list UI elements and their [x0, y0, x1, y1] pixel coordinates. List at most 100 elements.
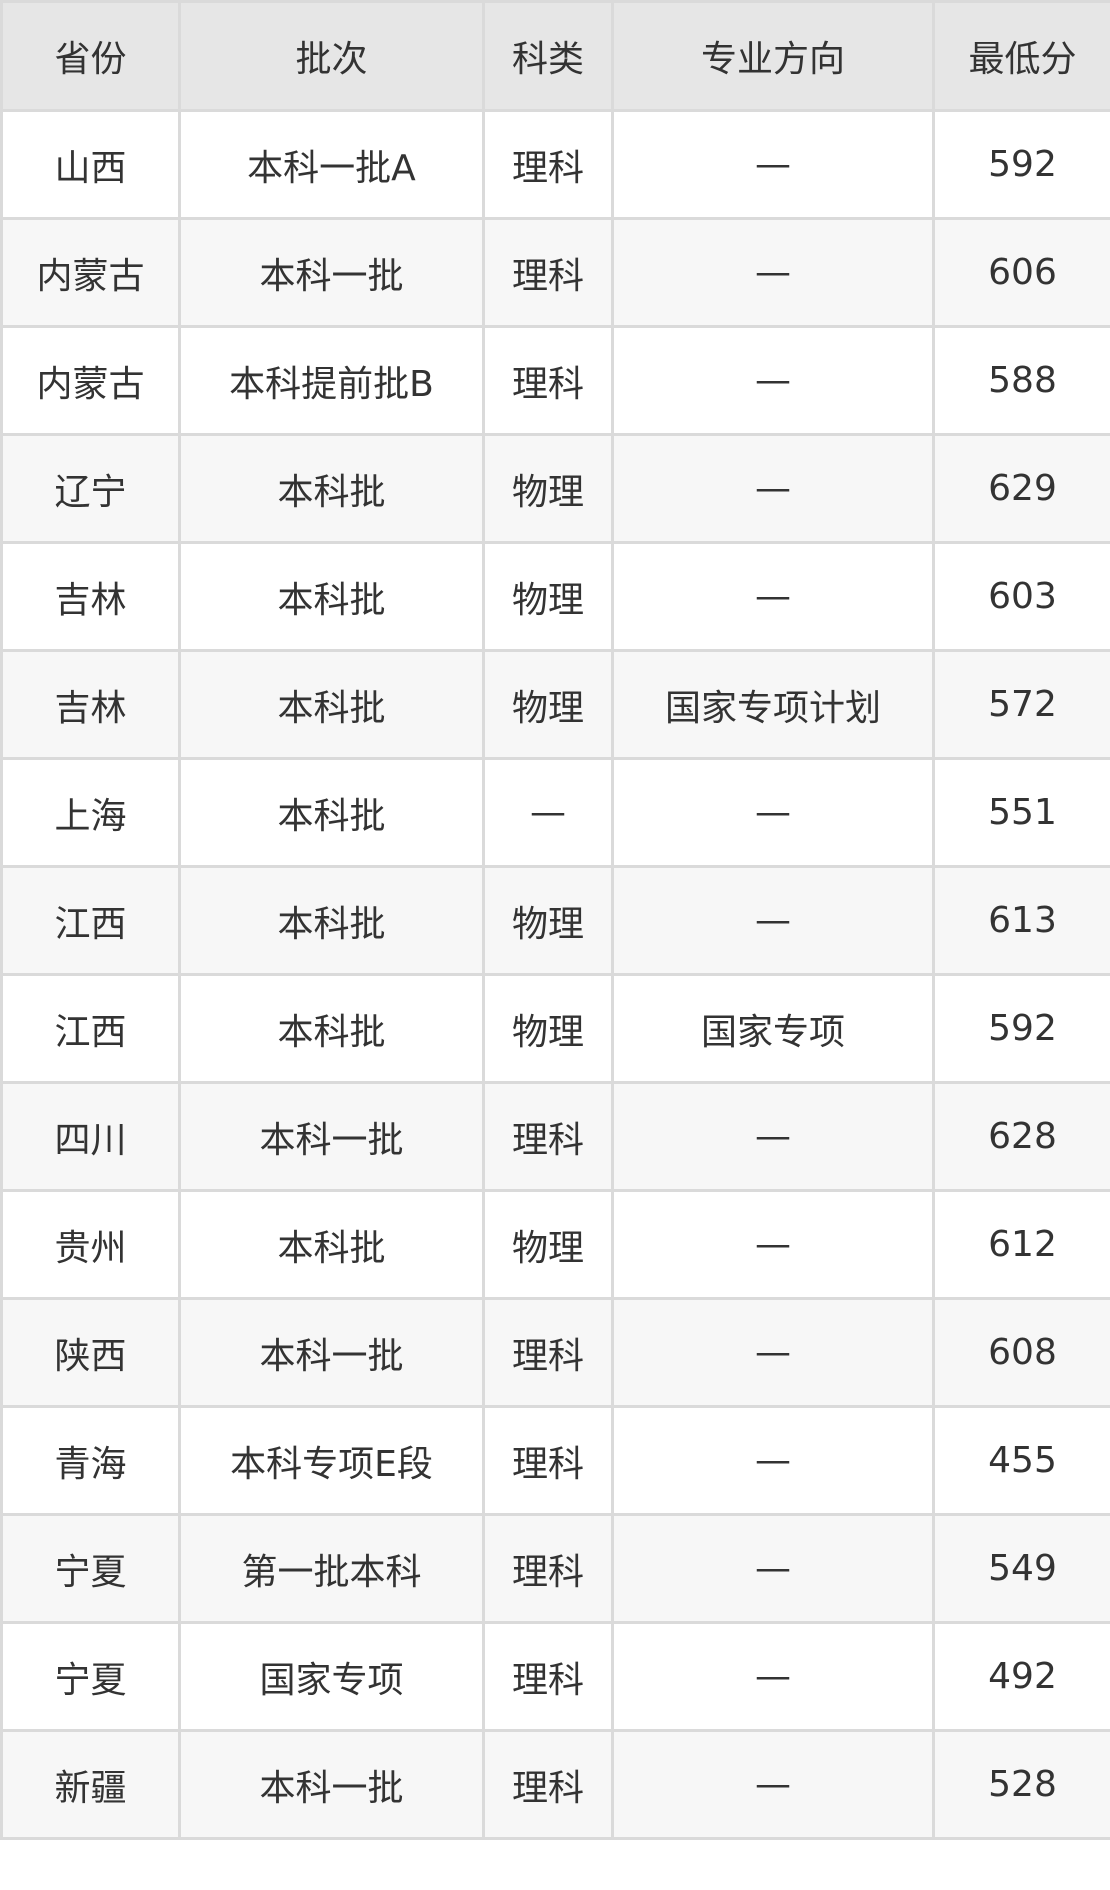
cell-major-direction: — [611, 217, 935, 328]
cell-province: 青海 [0, 1405, 181, 1516]
cell-major-direction: — [611, 1297, 935, 1408]
cell-subject-type: 理科 [482, 217, 614, 328]
cell-subject-type: 物理 [482, 649, 614, 760]
table-row: 辽宁 本科批 物理 —629 [0, 433, 1110, 544]
cell-subject-type: 物理 [482, 865, 614, 976]
table-row: 青海 本科专项E段 理科 —455 [0, 1405, 1110, 1516]
cell-major-direction: — [611, 1405, 935, 1516]
table-row: 贵州 本科批 物理 —612 [0, 1189, 1110, 1300]
cell-subject-type: 物理 [482, 973, 614, 1084]
cell-batch: 本科一批 [178, 1729, 485, 1840]
cell-province: 上海 [0, 757, 181, 868]
table-row: 吉林 本科批 物理 国家专项计划 572 [0, 649, 1110, 760]
cell-min-score: 612 [932, 1189, 1110, 1300]
cell-major-direction: — [611, 1189, 935, 1300]
cell-province: 山西 [0, 109, 181, 220]
cell-batch: 本科批 [178, 433, 485, 544]
cell-subject-type: 物理 [482, 1189, 614, 1300]
cell-subject-type: 理科 [482, 1513, 614, 1624]
cell-major-direction: — [611, 1621, 935, 1732]
cell-major-direction: — [611, 865, 935, 976]
cell-batch: 本科提前批B [178, 325, 485, 436]
cell-province: 辽宁 [0, 433, 181, 544]
table-row: 宁夏 第一批本科 理科 —549 [0, 1513, 1110, 1624]
table-row: 宁夏 国家专项 理科 —492 [0, 1621, 1110, 1732]
cell-min-score: 528 [932, 1729, 1110, 1840]
table-row: 山西 本科一批A 理科 —592 [0, 109, 1110, 220]
cell-subject-type: 理科 [482, 1297, 614, 1408]
table-row: 陕西 本科一批 理科 —608 [0, 1297, 1110, 1408]
cell-min-score: 492 [932, 1621, 1110, 1732]
cell-min-score: 603 [932, 541, 1110, 652]
cell-batch: 本科批 [178, 757, 485, 868]
cell-subject-type: 理科 [482, 1405, 614, 1516]
cell-batch: 本科专项E段 [178, 1405, 485, 1516]
table-row: 新疆 本科一批 理科 —528 [0, 1729, 1110, 1840]
cell-province: 宁夏 [0, 1621, 181, 1732]
cell-min-score: 606 [932, 217, 1110, 328]
cell-major-direction: — [611, 325, 935, 436]
cell-province: 四川 [0, 1081, 181, 1192]
cell-subject-type: 理科 [482, 325, 614, 436]
cell-min-score: 551 [932, 757, 1110, 868]
cell-batch: 本科一批 [178, 217, 485, 328]
cell-batch: 本科批 [178, 1189, 485, 1300]
cell-subject-type: 理科 [482, 1729, 614, 1840]
cell-batch: 第一批本科 [178, 1513, 485, 1624]
cell-min-score: 628 [932, 1081, 1110, 1192]
cell-min-score: 588 [932, 325, 1110, 436]
cell-batch: 国家专项 [178, 1621, 485, 1732]
cell-min-score: 629 [932, 433, 1110, 544]
cell-major-direction: — [611, 1513, 935, 1624]
cell-min-score: 592 [932, 973, 1110, 1084]
table-row: 江西 本科批 物理 —613 [0, 865, 1110, 976]
cell-major-direction: — [611, 433, 935, 544]
admission-scores-table: 省份 批次 科类 专业方向 最低分 山西 本科一批A 理科 —592 内蒙古 本科一批 理科 —606… [0, 0, 1110, 1840]
cell-major-direction: — [611, 109, 935, 220]
column-header-min-score: 最低分 [932, 0, 1110, 112]
cell-subject-type: 理科 [482, 1081, 614, 1192]
table-row: 吉林 本科批 物理 —603 [0, 541, 1110, 652]
cell-province: 江西 [0, 973, 181, 1084]
cell-province: 新疆 [0, 1729, 181, 1840]
cell-min-score: 455 [932, 1405, 1110, 1516]
cell-province: 宁夏 [0, 1513, 181, 1624]
cell-subject-type: 物理 [482, 541, 614, 652]
cell-min-score: 572 [932, 649, 1110, 760]
column-header-subject-type: 科类 [482, 0, 614, 112]
cell-batch: 本科批 [178, 865, 485, 976]
cell-major-direction: 国家专项计划 [611, 649, 935, 760]
cell-province: 贵州 [0, 1189, 181, 1300]
table-header-row: 省份 批次 科类 专业方向 最低分 [0, 0, 1110, 112]
cell-major-direction: 国家专项 [611, 973, 935, 1084]
cell-min-score: 592 [932, 109, 1110, 220]
cell-province: 内蒙古 [0, 217, 181, 328]
cell-province: 陕西 [0, 1297, 181, 1408]
table-row: 上海 本科批 — —551 [0, 757, 1110, 868]
cell-min-score: 613 [932, 865, 1110, 976]
cell-batch: 本科一批A [178, 109, 485, 220]
cell-subject-type: 理科 [482, 1621, 614, 1732]
cell-province: 吉林 [0, 541, 181, 652]
table-row: 江西 本科批 物理 国家专项 592 [0, 973, 1110, 1084]
cell-batch: 本科一批 [178, 1081, 485, 1192]
cell-subject-type: — [482, 757, 614, 868]
cell-min-score: 608 [932, 1297, 1110, 1408]
table-row: 四川 本科一批 理科 —628 [0, 1081, 1110, 1192]
column-header-batch: 批次 [178, 0, 485, 112]
cell-min-score: 549 [932, 1513, 1110, 1624]
cell-major-direction: — [611, 1081, 935, 1192]
cell-province: 内蒙古 [0, 325, 181, 436]
column-header-province: 省份 [0, 0, 181, 112]
cell-batch: 本科批 [178, 649, 485, 760]
table-row: 内蒙古 本科一批 理科 —606 [0, 217, 1110, 328]
cell-subject-type: 理科 [482, 109, 614, 220]
column-header-major-direction: 专业方向 [611, 0, 935, 112]
cell-province: 江西 [0, 865, 181, 976]
cell-major-direction: — [611, 1729, 935, 1840]
cell-batch: 本科一批 [178, 1297, 485, 1408]
cell-batch: 本科批 [178, 541, 485, 652]
cell-major-direction: — [611, 541, 935, 652]
cell-batch: 本科批 [178, 973, 485, 1084]
cell-major-direction: — [611, 757, 935, 868]
